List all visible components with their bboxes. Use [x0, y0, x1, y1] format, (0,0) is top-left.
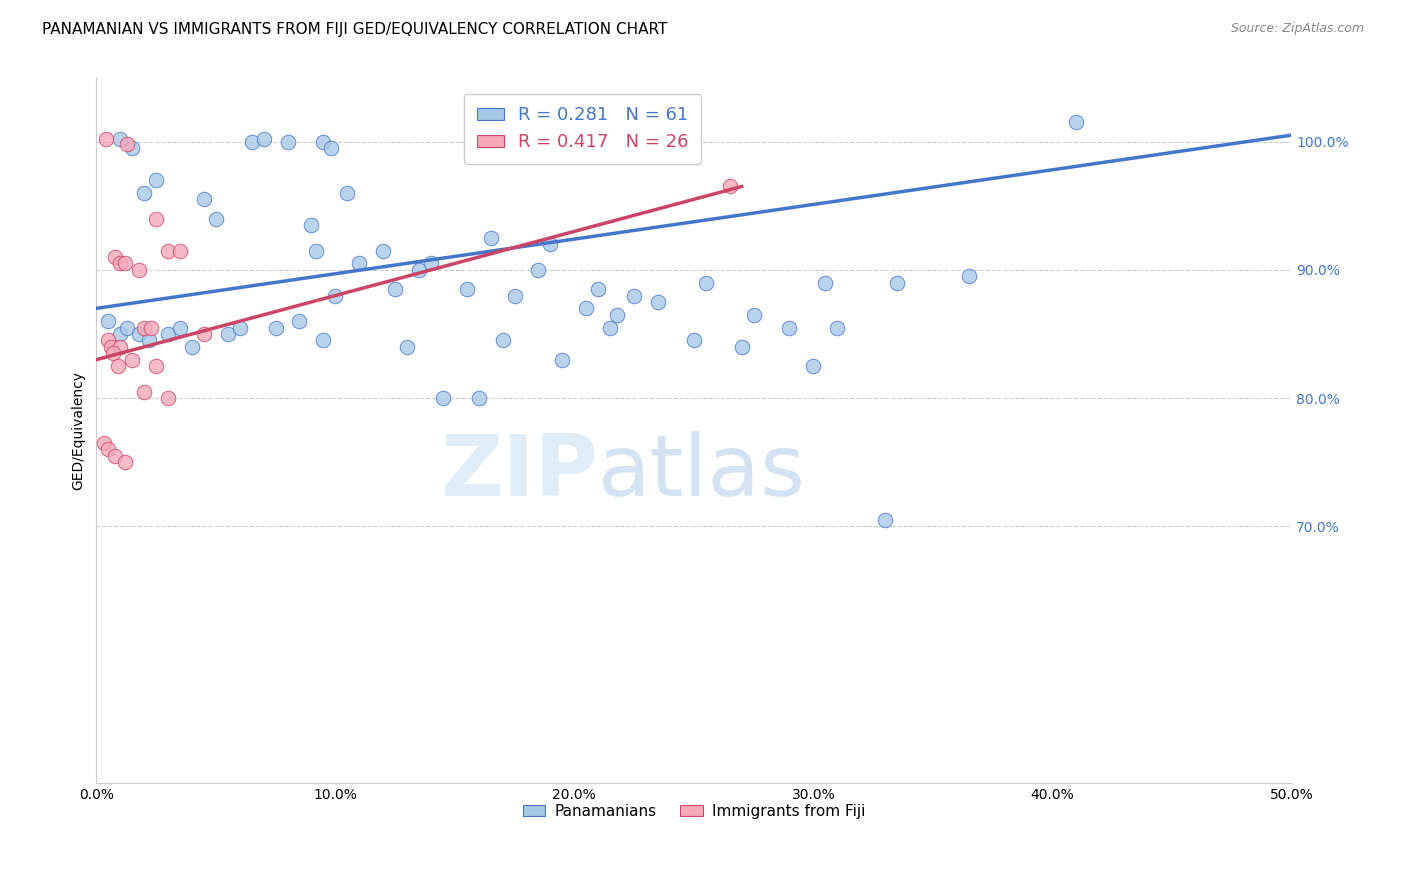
Point: [586, 282, 609, 296]
Point: [169, 244, 191, 258]
Point: [1064, 115, 1087, 129]
Point: [599, 320, 621, 334]
Point: [134, 320, 156, 334]
Point: [551, 352, 574, 367]
Point: [957, 269, 980, 284]
Point: [104, 449, 127, 463]
Point: [114, 256, 136, 270]
Point: [93, 436, 115, 450]
Point: [121, 141, 143, 155]
Point: [873, 513, 896, 527]
Point: [264, 320, 287, 334]
Point: [217, 326, 239, 341]
Point: [97, 314, 120, 328]
Point: [349, 256, 371, 270]
Point: [94, 132, 117, 146]
Point: [606, 308, 628, 322]
Point: [373, 244, 395, 258]
Point: [145, 173, 167, 187]
Point: [623, 288, 645, 302]
Point: [384, 282, 406, 296]
Point: [145, 211, 167, 226]
Point: [134, 186, 156, 200]
Point: [128, 326, 150, 341]
Point: [157, 326, 180, 341]
Point: [101, 346, 124, 360]
Point: [110, 326, 132, 341]
Point: [97, 442, 120, 457]
Point: [110, 256, 132, 270]
Point: [288, 314, 311, 328]
Point: [682, 334, 704, 348]
Point: [538, 237, 561, 252]
Point: [801, 359, 824, 373]
Point: [117, 320, 139, 334]
Point: [312, 135, 335, 149]
Point: [778, 320, 800, 334]
Point: [325, 288, 347, 302]
Text: Source: ZipAtlas.com: Source: ZipAtlas.com: [1230, 22, 1364, 36]
Point: [110, 340, 132, 354]
Point: [312, 334, 335, 348]
Point: [305, 244, 328, 258]
Point: [134, 384, 156, 399]
Text: atlas: atlas: [598, 431, 806, 514]
Point: [193, 326, 215, 341]
Point: [647, 295, 669, 310]
Point: [825, 320, 848, 334]
Point: [100, 340, 122, 354]
Point: [336, 186, 359, 200]
Point: [104, 250, 127, 264]
Point: [145, 359, 167, 373]
Point: [814, 276, 837, 290]
Point: [253, 132, 276, 146]
Point: [205, 211, 228, 226]
Point: [277, 135, 299, 149]
Point: [128, 263, 150, 277]
Point: [420, 256, 443, 270]
Point: [117, 137, 139, 152]
Point: [121, 352, 143, 367]
Point: [730, 340, 752, 354]
Y-axis label: GED/Equivalency: GED/Equivalency: [72, 371, 86, 490]
Point: [408, 263, 430, 277]
Point: [456, 282, 478, 296]
Point: [229, 320, 252, 334]
Point: [575, 301, 598, 316]
Point: [110, 132, 132, 146]
Point: [479, 231, 502, 245]
Point: [107, 359, 129, 373]
Point: [527, 263, 550, 277]
Point: [157, 244, 180, 258]
Point: [396, 340, 419, 354]
Point: [193, 192, 215, 206]
Point: [114, 455, 136, 469]
Point: [181, 340, 204, 354]
Point: [157, 391, 180, 405]
Point: [695, 276, 717, 290]
Point: [138, 334, 160, 348]
Point: [886, 276, 908, 290]
Point: [432, 391, 454, 405]
Point: [718, 179, 741, 194]
Point: [492, 334, 515, 348]
Point: [319, 141, 342, 155]
Point: [141, 320, 163, 334]
Legend: Panamanians, Immigrants from Fiji: Panamanians, Immigrants from Fiji: [516, 797, 872, 825]
Text: PANAMANIAN VS IMMIGRANTS FROM FIJI GED/EQUIVALENCY CORRELATION CHART: PANAMANIAN VS IMMIGRANTS FROM FIJI GED/E…: [42, 22, 668, 37]
Point: [468, 391, 491, 405]
Point: [169, 320, 191, 334]
Point: [97, 334, 120, 348]
Point: [742, 308, 765, 322]
Point: [240, 135, 263, 149]
Point: [503, 288, 526, 302]
Point: [301, 218, 323, 232]
Text: ZIP: ZIP: [440, 431, 598, 514]
